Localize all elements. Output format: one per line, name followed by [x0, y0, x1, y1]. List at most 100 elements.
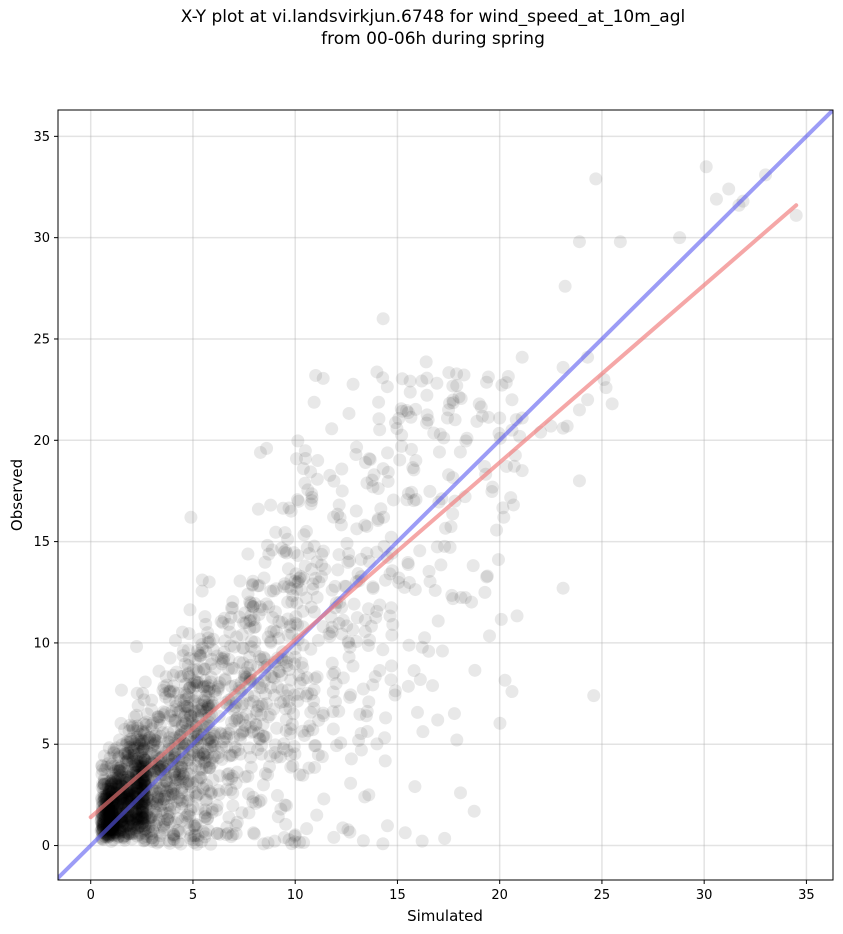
- data-point: [299, 524, 313, 538]
- data-point: [219, 730, 233, 744]
- data-point: [292, 494, 306, 508]
- data-point: [307, 605, 321, 619]
- data-point: [315, 570, 329, 584]
- chart-title-line-1: X-Y plot at vi.landsvirkjun.6748 for win…: [180, 7, 686, 27]
- data-point: [203, 760, 217, 774]
- data-point: [363, 633, 377, 647]
- data-point: [199, 617, 213, 631]
- data-point: [188, 706, 202, 720]
- data-point: [238, 770, 252, 784]
- data-point: [367, 468, 381, 482]
- data-point: [114, 716, 128, 730]
- data-point: [137, 834, 151, 848]
- data-point: [128, 825, 142, 839]
- data-point: [105, 805, 119, 819]
- data-point: [126, 817, 140, 831]
- data-point: [182, 807, 196, 821]
- data-point: [126, 787, 140, 801]
- data-point: [221, 773, 235, 787]
- data-point: [184, 510, 198, 524]
- data-point: [138, 810, 152, 824]
- data-point: [129, 807, 143, 821]
- data-point: [232, 655, 246, 669]
- data-point: [191, 729, 205, 743]
- data-point: [328, 695, 342, 709]
- data-point: [193, 762, 207, 776]
- data-point: [142, 794, 156, 808]
- data-point: [115, 773, 129, 787]
- data-point: [181, 643, 195, 657]
- data-point: [152, 834, 166, 848]
- data-point: [138, 798, 152, 812]
- data-point: [401, 486, 415, 500]
- data-point: [362, 452, 376, 466]
- data-point: [134, 728, 148, 742]
- data-point: [137, 742, 151, 756]
- data-point: [159, 775, 173, 789]
- data-point: [229, 818, 243, 832]
- data-point: [161, 798, 175, 812]
- data-point: [243, 614, 257, 628]
- data-point: [116, 803, 130, 817]
- data-point: [297, 528, 311, 542]
- data-point: [163, 685, 177, 699]
- data-point: [112, 751, 126, 765]
- data-point: [134, 745, 148, 759]
- data-point: [126, 723, 140, 737]
- data-point: [182, 774, 196, 788]
- data-point: [182, 666, 196, 680]
- data-point: [344, 776, 358, 790]
- data-point: [390, 422, 404, 436]
- data-point: [275, 668, 289, 682]
- data-point: [198, 809, 212, 823]
- data-point: [230, 765, 244, 779]
- data-point: [301, 483, 315, 497]
- data-point: [581, 393, 595, 407]
- data-point: [116, 792, 130, 806]
- data-point: [142, 731, 156, 745]
- data-point: [270, 721, 284, 735]
- data-point: [132, 828, 146, 842]
- data-point: [174, 760, 188, 774]
- data-point: [560, 419, 574, 433]
- data-point: [124, 811, 138, 825]
- data-point: [198, 679, 212, 693]
- data-point: [218, 673, 232, 687]
- data-point: [341, 634, 355, 648]
- data-point: [205, 805, 219, 819]
- data-point: [506, 498, 520, 512]
- data-point: [204, 735, 218, 749]
- data-point: [151, 710, 165, 724]
- data-point: [158, 768, 172, 782]
- data-point: [159, 690, 173, 704]
- data-point: [138, 753, 152, 767]
- data-point: [371, 514, 385, 528]
- data-point: [379, 711, 393, 725]
- data-point: [325, 422, 339, 436]
- data-point: [102, 784, 116, 798]
- data-point: [156, 806, 170, 820]
- data-point: [178, 706, 192, 720]
- data-point: [104, 779, 118, 793]
- data-point: [284, 673, 298, 687]
- data-point: [392, 412, 406, 426]
- data-point: [264, 625, 278, 639]
- data-point: [510, 609, 524, 623]
- data-point: [134, 754, 148, 768]
- data-point: [110, 799, 124, 813]
- data-point: [368, 670, 382, 684]
- data-point: [105, 804, 119, 818]
- data-point: [148, 764, 162, 778]
- data-point: [126, 820, 140, 834]
- data-point: [373, 664, 387, 678]
- data-point: [183, 603, 197, 617]
- data-point: [248, 635, 262, 649]
- regression-fit-line: [88, 203, 799, 820]
- data-point: [108, 764, 122, 778]
- data-point: [129, 759, 143, 773]
- data-point: [95, 811, 109, 825]
- data-point: [154, 798, 168, 812]
- data-point: [131, 802, 145, 816]
- x-tick-label: 20: [491, 888, 508, 903]
